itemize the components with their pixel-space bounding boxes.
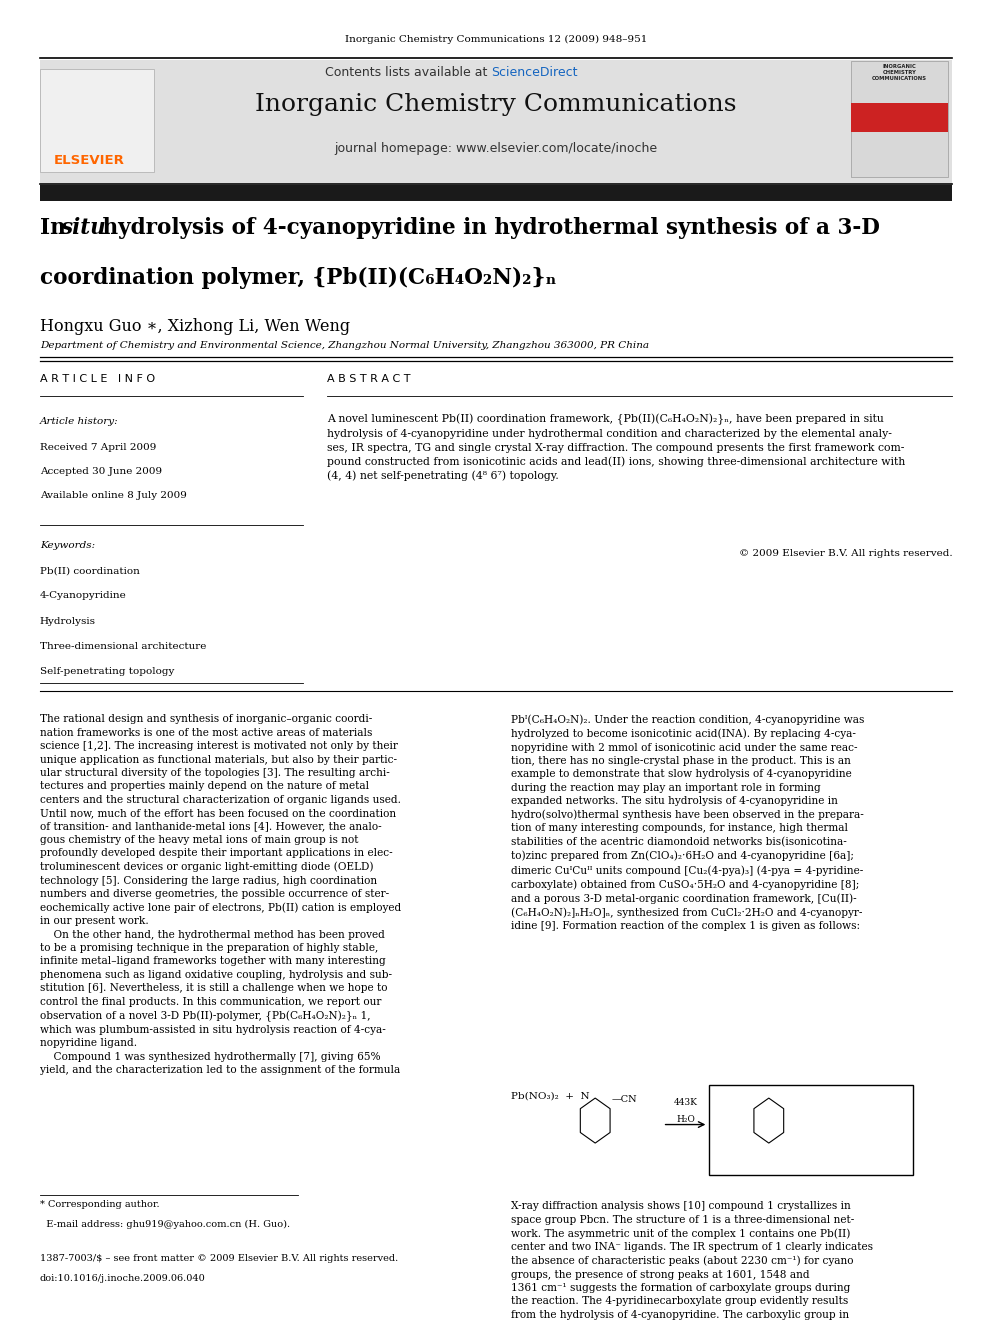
- FancyBboxPatch shape: [40, 69, 154, 172]
- Text: Pb(NO₃)₂  +  N: Pb(NO₃)₂ + N: [511, 1091, 589, 1101]
- Text: ScienceDirect: ScienceDirect: [491, 66, 577, 79]
- Text: The rational design and synthesis of inorganic–organic coordi-
nation frameworks: The rational design and synthesis of ino…: [40, 714, 401, 1076]
- Text: doi:10.1016/j.inoche.2009.06.040: doi:10.1016/j.inoche.2009.06.040: [40, 1274, 205, 1283]
- Text: Pbᴵ(C₆H₄O₂N)₂. Under the reaction condition, 4-cyanopyridine was
hydrolyzed to b: Pbᴵ(C₆H₄O₂N)₂. Under the reaction condit…: [511, 714, 864, 931]
- Text: ELSEVIER: ELSEVIER: [54, 153, 124, 167]
- Text: ₙ: ₙ: [905, 1103, 910, 1114]
- Text: A novel luminescent Pb(II) coordination framework, {Pb(II)(C₆H₄O₂N)₂}ₙ, have bee: A novel luminescent Pb(II) coordination …: [327, 414, 906, 482]
- Text: Pb(N: Pb(N: [719, 1091, 749, 1101]
- Text: Department of Chemistry and Environmental Science, Zhangzhou Normal University, : Department of Chemistry and Environmenta…: [40, 341, 649, 351]
- Text: Received 7 April 2009: Received 7 April 2009: [40, 443, 156, 452]
- Text: coordination polymer, {Pb(II)(C₆H₄O₂N)₂}ₙ: coordination polymer, {Pb(II)(C₆H₄O₂N)₂}…: [40, 267, 557, 290]
- FancyBboxPatch shape: [851, 61, 948, 177]
- Text: A B S T R A C T: A B S T R A C T: [327, 374, 411, 385]
- Text: A R T I C L E   I N F O: A R T I C L E I N F O: [40, 374, 155, 385]
- Text: Pb(II) coordination: Pb(II) coordination: [40, 566, 140, 576]
- Text: 443K: 443K: [674, 1098, 697, 1107]
- Text: journal homepage: www.elsevier.com/locate/inoche: journal homepage: www.elsevier.com/locat…: [334, 142, 658, 155]
- Text: © 2009 Elsevier B.V. All rights reserved.: © 2009 Elsevier B.V. All rights reserved…: [739, 549, 952, 558]
- Text: * Corresponding author.: * Corresponding author.: [40, 1200, 160, 1209]
- Text: Self-penetrating topology: Self-penetrating topology: [40, 667, 174, 676]
- Text: INORGANIC
CHEMISTRY
COMMUNICATIONS: INORGANIC CHEMISTRY COMMUNICATIONS: [872, 64, 928, 81]
- Text: hydrolysis of 4-cyanopyridine in hydrothermal synthesis of a 3-D: hydrolysis of 4-cyanopyridine in hydroth…: [95, 217, 880, 239]
- Text: situ: situ: [61, 217, 106, 239]
- FancyBboxPatch shape: [709, 1085, 913, 1175]
- Text: Hydrolysis: Hydrolysis: [40, 617, 95, 626]
- Text: Article history:: Article history:: [40, 417, 118, 426]
- Text: —CN: —CN: [612, 1095, 638, 1105]
- Text: H₂O: H₂O: [676, 1115, 695, 1125]
- Text: In: In: [40, 217, 73, 239]
- Text: X-ray diffraction analysis shows [10] compound 1 crystallizes in
space group Pbc: X-ray diffraction analysis shows [10] co…: [511, 1201, 873, 1323]
- Text: —CO₂ )₂: —CO₂ )₂: [786, 1091, 828, 1101]
- Text: Hongxu Guo ∗, Xizhong Li, Wen Weng: Hongxu Guo ∗, Xizhong Li, Wen Weng: [40, 318, 350, 335]
- FancyBboxPatch shape: [40, 60, 952, 183]
- Text: 1387-7003/$ – see front matter © 2009 Elsevier B.V. All rights reserved.: 1387-7003/$ – see front matter © 2009 El…: [40, 1254, 398, 1263]
- FancyBboxPatch shape: [40, 185, 952, 201]
- Text: Inorganic Chemistry Communications 12 (2009) 948–951: Inorganic Chemistry Communications 12 (2…: [345, 34, 647, 44]
- Text: Contents lists available at: Contents lists available at: [324, 66, 491, 79]
- Text: Keywords:: Keywords:: [40, 541, 95, 550]
- Text: 4-Cyanopyridine: 4-Cyanopyridine: [40, 591, 126, 601]
- Text: Available online 8 July 2009: Available online 8 July 2009: [40, 491, 186, 500]
- Text: Three-dimensional architecture: Three-dimensional architecture: [40, 642, 206, 651]
- Text: Inorganic Chemistry Communications: Inorganic Chemistry Communications: [255, 93, 737, 115]
- Text: E-mail address: ghu919@yahoo.com.cn (H. Guo).: E-mail address: ghu919@yahoo.com.cn (H. …: [40, 1220, 290, 1229]
- Text: Accepted 30 June 2009: Accepted 30 June 2009: [40, 467, 162, 476]
- FancyBboxPatch shape: [851, 103, 948, 132]
